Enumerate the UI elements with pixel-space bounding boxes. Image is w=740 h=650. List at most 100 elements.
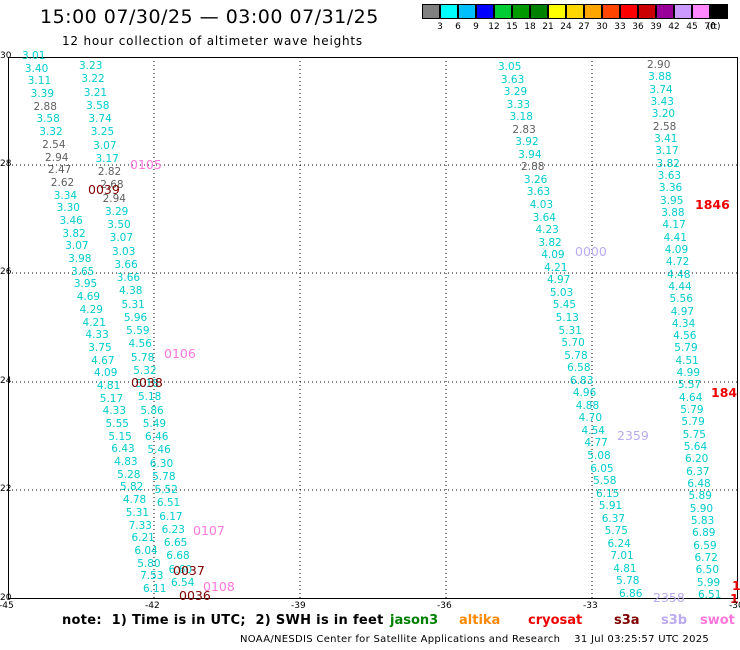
wave-height-value: 2.94 — [102, 192, 126, 205]
legend-item-jason3: jason3 — [390, 613, 439, 628]
wave-height-value: 3.30 — [56, 202, 80, 215]
wave-height-value: 3.01 — [22, 50, 46, 62]
wave-height-value: 7.33 — [128, 519, 152, 532]
wave-height-value: 3.66 — [114, 258, 138, 271]
wave-height-value: 3.64 — [532, 211, 556, 224]
wave-height-value: 5.18 — [137, 391, 162, 404]
wave-height-value: 3.95 — [660, 194, 684, 207]
wave-height-value: 5.28 — [117, 468, 141, 481]
wave-height-value: 3.20 — [651, 108, 676, 121]
latitude-label: 24 — [0, 376, 12, 386]
wave-height-value: 5.59 — [126, 325, 150, 338]
wave-height-value: 3.98 — [68, 253, 92, 266]
wave-height-value: 3.75 — [88, 341, 112, 354]
wave-height-value: 4.33 — [102, 405, 127, 418]
wave-height-value: 5.13 — [555, 311, 579, 324]
wave-height-value: 6.15 — [595, 487, 620, 500]
wave-height-value: 2.83 — [512, 123, 536, 136]
wave-height-value: 2.90 — [647, 59, 671, 71]
wave-height-value: 3.63 — [526, 186, 551, 199]
wave-height-value: 5.83 — [690, 515, 715, 528]
footnote: note: 1) Time is in UTC; 2) SWH is in fe… — [62, 613, 384, 628]
wave-height-value: 3.11 — [27, 75, 52, 88]
wave-height-value: 5.15 — [108, 430, 132, 443]
scale-swatch — [566, 4, 584, 19]
scale-label: 24 — [560, 22, 572, 32]
latitude-label: 30 — [0, 51, 12, 61]
pass-time-label: 1 — [730, 591, 739, 606]
wave-height-value: 6.60 — [168, 563, 193, 576]
wave-height-value: 4.03 — [529, 199, 554, 212]
longitude-label: -30 — [729, 601, 740, 611]
wave-height-value: 6.37 — [686, 465, 710, 478]
pass-time-label: 0105 — [130, 157, 162, 172]
longitude-label: -45 — [0, 601, 14, 611]
wave-height-value: 6.04 — [134, 544, 158, 557]
wave-height-value: 4.67 — [91, 354, 115, 367]
wave-height-value: 3.36 — [658, 182, 683, 195]
scale-label: 3 — [437, 22, 443, 32]
wave-height-value: 6.11 — [143, 583, 167, 595]
wave-height-value: 5.55 — [105, 418, 129, 431]
wave-height-value: 5.08 — [587, 449, 611, 462]
wave-height-value: 3.23 — [79, 60, 103, 72]
wave-height-value: 6.50 — [695, 564, 720, 577]
wave-height-value: 3.92 — [515, 136, 539, 149]
wave-height-value: 4.51 — [675, 354, 699, 367]
latitude-label: 20 — [0, 593, 12, 603]
wave-height-value: 5.91 — [598, 500, 623, 513]
legend-item-s3b: s3b — [661, 613, 688, 628]
wave-height-value: 3.18 — [509, 111, 533, 124]
wave-height-value: 4.34 — [671, 317, 696, 330]
wave-height-value: 3.39 — [30, 88, 55, 101]
wave-height-value: 4.09 — [541, 249, 565, 262]
wave-height-value: 2.94 — [45, 151, 69, 164]
scale-swatch — [440, 4, 458, 19]
wave-height-value: 6.37 — [601, 512, 626, 525]
wave-height-value: 6.65 — [163, 537, 188, 550]
wave-height-value: 4.69 — [76, 291, 101, 304]
pass-time-label: 1 — [732, 578, 740, 593]
wave-height-value: 3.25 — [90, 126, 115, 139]
wave-height-value: 5.99 — [696, 576, 721, 589]
wave-height-value: 5.90 — [689, 502, 714, 515]
wave-height-value: 3.05 — [498, 61, 522, 73]
wave-height-value: 4.09 — [94, 367, 118, 380]
map-border — [8, 57, 738, 599]
wave-height-value: 5.86 — [140, 404, 164, 417]
latitude-label: 26 — [0, 267, 12, 277]
pass-time-label: 0000 — [575, 244, 607, 259]
scale-label: 45 — [686, 22, 698, 32]
scale-label: 33 — [614, 22, 626, 32]
scale-swatch — [512, 4, 530, 19]
legend-item-s3a: s3a — [614, 613, 640, 628]
longitude-label: -39 — [291, 601, 306, 611]
wave-height-value: 6.24 — [607, 537, 631, 550]
wave-height-value: 3.63 — [657, 169, 682, 182]
wave-height-value: 5.79 — [674, 342, 698, 355]
pass-time-label: 0106 — [164, 346, 196, 361]
scale-swatch — [548, 4, 566, 19]
wave-height-value: 2.58 — [652, 120, 677, 133]
scale-swatch — [458, 4, 476, 19]
wave-height-value: 4.97 — [670, 305, 695, 318]
scale-label: 6 — [455, 22, 461, 32]
wave-height-value: 4.97 — [546, 274, 571, 287]
wave-height-value: 3.74 — [649, 83, 673, 96]
wave-height-value: 6.05 — [590, 462, 614, 475]
wave-height-value: 3.88 — [661, 206, 685, 219]
wave-height-value: 4.44 — [668, 280, 692, 293]
wave-height-value: 6.21 — [131, 532, 155, 545]
wave-height-value: 3.41 — [654, 132, 678, 145]
wave-height-value: 4.17 — [662, 219, 686, 232]
wave-height-value: 5.58 — [593, 475, 617, 488]
wave-height-value: 2.82 — [97, 166, 122, 179]
longitude-label: -42 — [145, 601, 160, 611]
wave-height-value: 3.07 — [65, 240, 89, 253]
wave-height-value: 4.09 — [664, 243, 689, 256]
wave-height-value: 5.17 — [99, 392, 124, 405]
wave-height-value: 3.17 — [95, 152, 119, 165]
scale-label: 9 — [473, 22, 479, 32]
wave-height-value: 5.78 — [564, 349, 588, 362]
